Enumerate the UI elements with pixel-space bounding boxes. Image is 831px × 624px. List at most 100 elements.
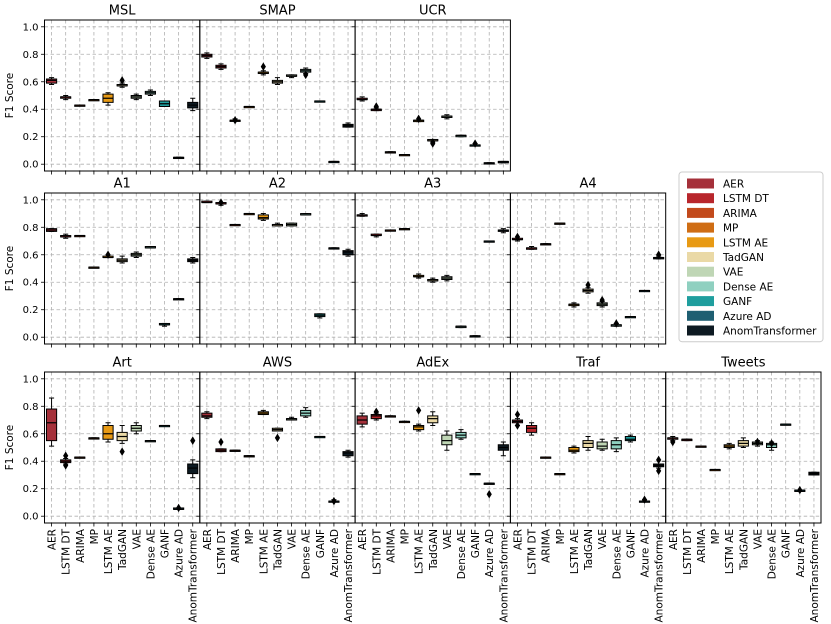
box-msl-tadgan bbox=[116, 76, 128, 88]
outlier-marker bbox=[119, 447, 125, 456]
ytick-label: 1.0 bbox=[23, 195, 39, 206]
outlier-marker bbox=[416, 406, 422, 415]
box-adex-vae bbox=[441, 430, 453, 451]
xtick-label-ganf: GANF bbox=[470, 529, 482, 558]
panel-title-traf: Traf bbox=[575, 356, 600, 371]
xtick-label-vae: VAE bbox=[597, 529, 609, 549]
box-a4-mp bbox=[554, 222, 566, 225]
outlier-marker bbox=[656, 250, 662, 259]
ytick-label: 0.0 bbox=[23, 512, 39, 523]
legend-label-anomtransformer: AnomTransformer bbox=[723, 326, 817, 338]
outlier-marker bbox=[63, 451, 69, 460]
xtick-label-ganf: GANF bbox=[160, 529, 172, 558]
box-tweets-dense-ae bbox=[766, 439, 778, 451]
box-iqr bbox=[582, 440, 594, 448]
outlier-marker bbox=[656, 455, 662, 465]
box-adex-lstm-dt bbox=[370, 407, 382, 421]
box-a1-aer bbox=[45, 228, 58, 232]
box-a4-anomtransformer bbox=[653, 250, 665, 260]
xtick-label-mp: MP bbox=[244, 529, 256, 544]
xtick-label-vae: VAE bbox=[752, 529, 764, 549]
xtick-label-tadgan: TadGAN bbox=[428, 529, 440, 571]
box-art-anomtransformer bbox=[187, 436, 199, 479]
box-tweets-azure-ad bbox=[794, 485, 806, 495]
box-traf-lstm-ae bbox=[568, 445, 580, 454]
box-iqr bbox=[45, 78, 58, 84]
outlier-marker bbox=[430, 139, 436, 148]
xtick-label-anomtransformer: AnomTransformer bbox=[188, 528, 200, 622]
box-aws-ganf bbox=[314, 435, 326, 439]
ytick-label: 0.4 bbox=[23, 278, 39, 289]
xtick-label-arima: ARIMA bbox=[75, 528, 87, 563]
box-a1-lstm-ae bbox=[102, 250, 114, 259]
xtick-label-arima: ARIMA bbox=[696, 528, 708, 563]
panel-title-art: Art bbox=[112, 356, 131, 371]
box-smap-arima bbox=[229, 116, 241, 125]
xtick-label-dense-ae: Dense AE bbox=[301, 529, 313, 579]
box-art-dense-ae bbox=[144, 440, 156, 443]
box-a3-ganf bbox=[469, 335, 481, 338]
legend-frame bbox=[678, 171, 824, 343]
box-a4-lstm-ae bbox=[568, 302, 580, 308]
box-smap-ganf bbox=[314, 100, 326, 103]
xtick-label-vae: VAE bbox=[131, 529, 143, 549]
xtick-label-lstm-ae: LSTM AE bbox=[103, 529, 115, 574]
box-a3-lstm-ae bbox=[413, 273, 425, 279]
xtick-label-mp: MP bbox=[89, 529, 101, 544]
box-iqr bbox=[201, 412, 213, 418]
ytick-label: 0.4 bbox=[23, 457, 39, 468]
xtick-label-tadgan: TadGAN bbox=[117, 529, 129, 571]
box-iqr bbox=[45, 408, 58, 442]
panel-title-ucr: UCR bbox=[419, 4, 447, 19]
box-iqr bbox=[257, 214, 269, 220]
box-tweets-mp bbox=[709, 468, 721, 472]
box-smap-tadgan bbox=[271, 77, 284, 86]
xtick-label-anomtransformer: AnomTransformer bbox=[654, 528, 666, 622]
legend-swatch-ganf bbox=[687, 296, 714, 307]
box-smap-aer bbox=[201, 52, 213, 59]
outlier-marker bbox=[613, 319, 619, 328]
box-aws-aer bbox=[201, 411, 213, 420]
box-traf-ganf bbox=[624, 434, 636, 443]
box-a4-azure-ad bbox=[638, 289, 651, 293]
box-iqr bbox=[342, 451, 354, 457]
box-a4-arima bbox=[540, 243, 552, 246]
box-ucr-tadgan bbox=[427, 138, 439, 148]
box-ucr-arima bbox=[384, 151, 396, 154]
xtick-label-aer: AER bbox=[47, 529, 59, 550]
outlier-marker bbox=[754, 437, 761, 447]
box-msl-lstm-dt bbox=[60, 95, 72, 101]
box-a3-azure-ad bbox=[483, 240, 495, 243]
outlier-marker bbox=[768, 439, 775, 448]
box-art-vae bbox=[130, 422, 142, 435]
xtick-label-vae: VAE bbox=[287, 529, 299, 549]
box-iqr bbox=[427, 415, 439, 424]
box-smap-lstm-ae bbox=[257, 62, 269, 76]
ytick-label: 0.6 bbox=[23, 429, 39, 440]
box-a2-lstm-ae bbox=[257, 213, 269, 221]
box-iqr bbox=[568, 447, 580, 453]
box-traf-aer bbox=[511, 410, 524, 430]
xtick-label-ganf: GANF bbox=[625, 529, 637, 558]
panel-title-a3: A3 bbox=[424, 177, 441, 192]
outlier-marker bbox=[514, 232, 521, 242]
box-traf-dense-ae bbox=[610, 437, 622, 453]
legend-swatch-vae bbox=[687, 266, 714, 277]
legend-swatch-lstm-dt bbox=[687, 193, 714, 204]
outlier-marker bbox=[63, 461, 69, 470]
box-tweets-tadgan bbox=[737, 437, 749, 448]
box-a1-tadgan bbox=[116, 255, 128, 264]
box-adex-lstm-ae bbox=[413, 406, 425, 432]
box-ucr-mp bbox=[398, 153, 411, 157]
xtick-label-lstm-dt: LSTM DT bbox=[371, 528, 383, 574]
outlier-marker bbox=[585, 280, 591, 290]
box-aws-vae bbox=[285, 416, 298, 421]
outlier-marker bbox=[331, 496, 337, 506]
box-msl-azure-ad bbox=[173, 156, 185, 160]
panel-title-a4: A4 bbox=[579, 177, 596, 192]
box-a1-lstm-dt bbox=[60, 233, 72, 239]
outlier-marker bbox=[797, 485, 803, 495]
xtick-label-azure-ad: Azure AD bbox=[174, 529, 186, 578]
box-traf-azure-ad bbox=[638, 495, 651, 504]
legend-label-lstm-ae: LSTM AE bbox=[723, 237, 768, 249]
